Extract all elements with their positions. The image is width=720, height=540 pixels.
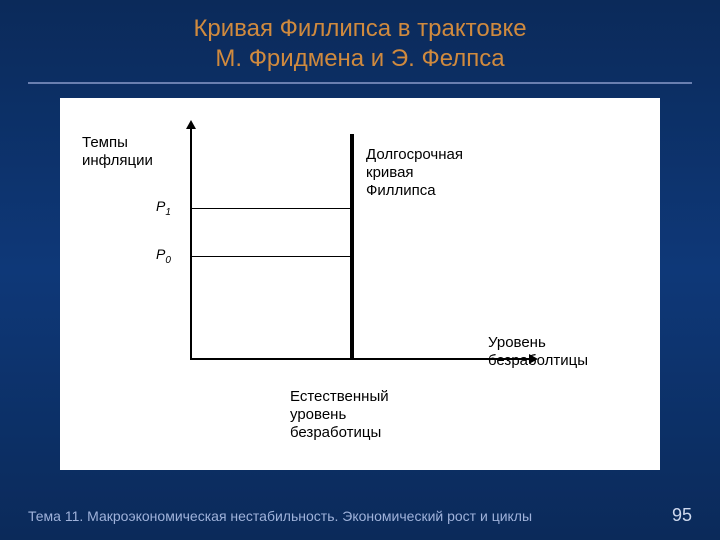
page-number: 95: [672, 505, 692, 526]
x-axis-label: Уровень безраболтицы: [488, 334, 588, 370]
natural-rate-label: Естественный уровень безработицы: [290, 388, 389, 442]
chart-panel: Темпы инфляции Долгосрочная кривая Филли…: [60, 98, 660, 470]
phillips-diagram: Темпы инфляции Долгосрочная кривая Филли…: [60, 98, 660, 470]
p0-label: P0: [156, 246, 171, 267]
slide-footer: Тема 11. Макроэкономическая нестабильнос…: [28, 505, 692, 526]
p0-sub: 0: [165, 255, 171, 266]
p1-label: P1: [156, 198, 171, 219]
long-run-phillips-line: [350, 134, 354, 358]
p1-base: P: [156, 198, 165, 214]
y-axis-label: Темпы инфляции: [82, 134, 153, 170]
p1-line: [191, 208, 351, 209]
p0-line: [191, 256, 351, 257]
slide-title-line1: Кривая Филлипса в трактовке: [0, 14, 720, 44]
x-axis: [190, 358, 530, 360]
slide-title-line2: М. Фридмена и Э. Фелпса: [0, 44, 720, 74]
p1-sub: 1: [165, 207, 171, 218]
title-underline: [28, 82, 692, 84]
p0-base: P: [156, 246, 165, 262]
long-run-label: Долгосрочная кривая Филлипса: [366, 146, 463, 200]
slide-title: Кривая Филлипса в трактовке М. Фридмена …: [0, 0, 720, 74]
footer-topic: Тема 11. Макроэкономическая нестабильнос…: [28, 508, 532, 524]
y-axis: [190, 128, 192, 358]
